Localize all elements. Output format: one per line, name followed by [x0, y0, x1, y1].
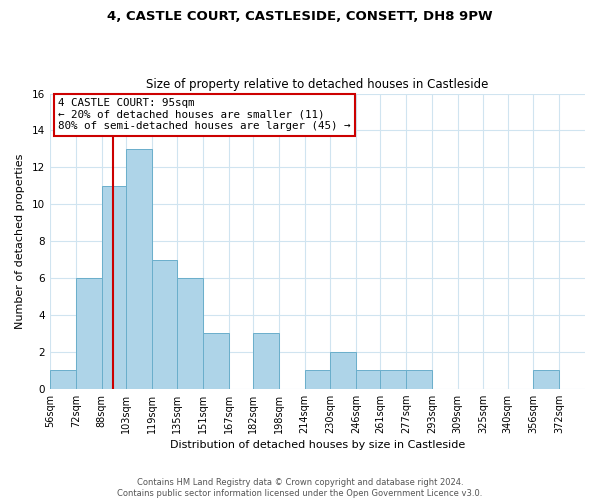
Y-axis label: Number of detached properties: Number of detached properties — [15, 154, 25, 329]
Text: 4 CASTLE COURT: 95sqm
← 20% of detached houses are smaller (11)
80% of semi-deta: 4 CASTLE COURT: 95sqm ← 20% of detached … — [58, 98, 350, 131]
Text: Contains HM Land Registry data © Crown copyright and database right 2024.
Contai: Contains HM Land Registry data © Crown c… — [118, 478, 482, 498]
Bar — [305, 370, 331, 388]
Bar — [50, 370, 76, 388]
Bar — [253, 334, 279, 388]
Bar — [76, 278, 101, 388]
Bar — [356, 370, 380, 388]
Bar — [533, 370, 559, 388]
Bar — [101, 186, 126, 388]
Bar — [126, 149, 152, 388]
Bar — [406, 370, 432, 388]
Bar — [152, 260, 178, 388]
Bar — [178, 278, 203, 388]
Text: 4, CASTLE COURT, CASTLESIDE, CONSETT, DH8 9PW: 4, CASTLE COURT, CASTLESIDE, CONSETT, DH… — [107, 10, 493, 23]
Title: Size of property relative to detached houses in Castleside: Size of property relative to detached ho… — [146, 78, 489, 91]
Bar — [331, 352, 356, 389]
X-axis label: Distribution of detached houses by size in Castleside: Distribution of detached houses by size … — [170, 440, 465, 450]
Bar — [380, 370, 406, 388]
Bar — [203, 334, 229, 388]
